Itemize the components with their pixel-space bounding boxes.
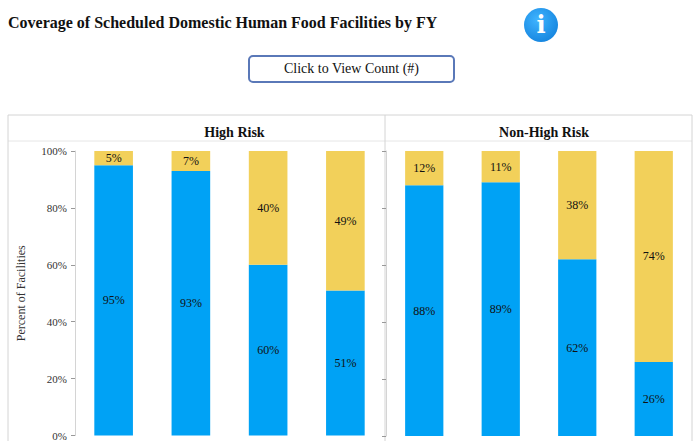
svg-text:89%: 89% (490, 302, 512, 316)
svg-text:20%: 20% (47, 373, 67, 385)
svg-text:100%: 100% (41, 145, 67, 157)
svg-text:7%: 7% (183, 154, 199, 168)
svg-text:88%: 88% (413, 304, 435, 318)
svg-text:High Risk: High Risk (204, 125, 265, 140)
svg-text:Non-High Risk: Non-High Risk (499, 125, 589, 140)
svg-text:26%: 26% (643, 392, 665, 406)
svg-text:Percent of Facilities: Percent of Facilities (14, 245, 28, 341)
svg-text:40%: 40% (47, 316, 67, 328)
svg-text:51%: 51% (334, 356, 356, 370)
svg-text:80%: 80% (47, 202, 67, 214)
svg-text:60%: 60% (257, 343, 279, 357)
svg-text:95%: 95% (103, 293, 125, 307)
svg-text:0%: 0% (52, 430, 67, 441)
svg-text:12%: 12% (413, 161, 435, 175)
html-text:Click to View Count (#): Click to View Count (#) (284, 61, 419, 76)
svg-text:38%: 38% (566, 198, 588, 212)
svg-text:5%: 5% (106, 151, 122, 165)
html-text:i: i (536, 10, 546, 39)
svg-text:74%: 74% (643, 249, 665, 263)
svg-text:40%: 40% (257, 201, 279, 215)
svg-text:60%: 60% (47, 259, 67, 271)
svg-text:93%: 93% (180, 296, 202, 310)
svg-text:11%: 11% (490, 160, 512, 174)
svg-text:49%: 49% (334, 214, 356, 228)
html-text:Coverage of Scheduled Domestic: Coverage of Scheduled Domestic Human Foo… (8, 14, 438, 31)
svg-text:62%: 62% (566, 341, 588, 355)
